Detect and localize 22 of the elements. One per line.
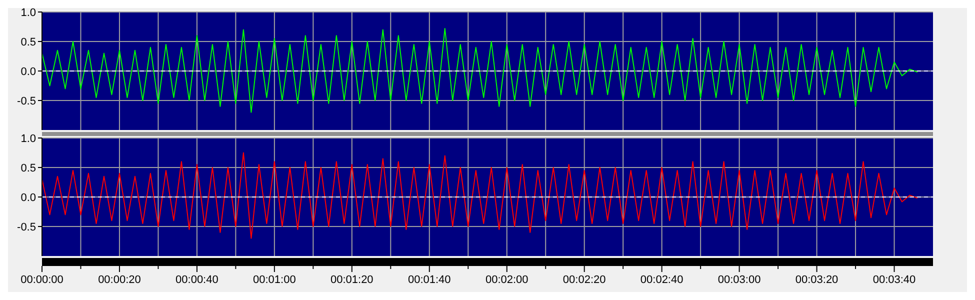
y-tick-label: 0.5 [20,162,36,174]
x-tick-label: 00:02:40 [640,274,684,286]
y-tick-label: 0.0 [20,66,36,78]
x-tick-label: 00:03:00 [718,274,761,286]
x-tick-label: 00:02:20 [562,274,606,286]
x-tick-label: 00:03:40 [872,274,916,286]
line-series [42,152,918,239]
x-tick-label: 00:01:20 [330,274,374,286]
x-tick-label: 00:02:00 [485,274,528,286]
y-tick-label: 1.0 [20,6,36,19]
x-tick-label: 00:00:20 [98,274,141,286]
x-tick-label: 00:03:20 [795,274,838,286]
y-tick-label: -0.5 [17,221,36,234]
y-tick-label: 0.5 [20,36,36,48]
x-tick-label: 00:00:40 [176,274,218,286]
line-series [42,28,918,113]
x-tick-label: 00:01:40 [408,274,451,286]
y-tick-label: 1.0 [20,132,36,145]
y-tick-label: 0.0 [20,192,36,204]
x-tick-label: 00:00:00 [20,274,64,286]
x-tick-label: 00:01:00 [253,274,296,286]
y-tick-label: -0.5 [17,95,36,108]
